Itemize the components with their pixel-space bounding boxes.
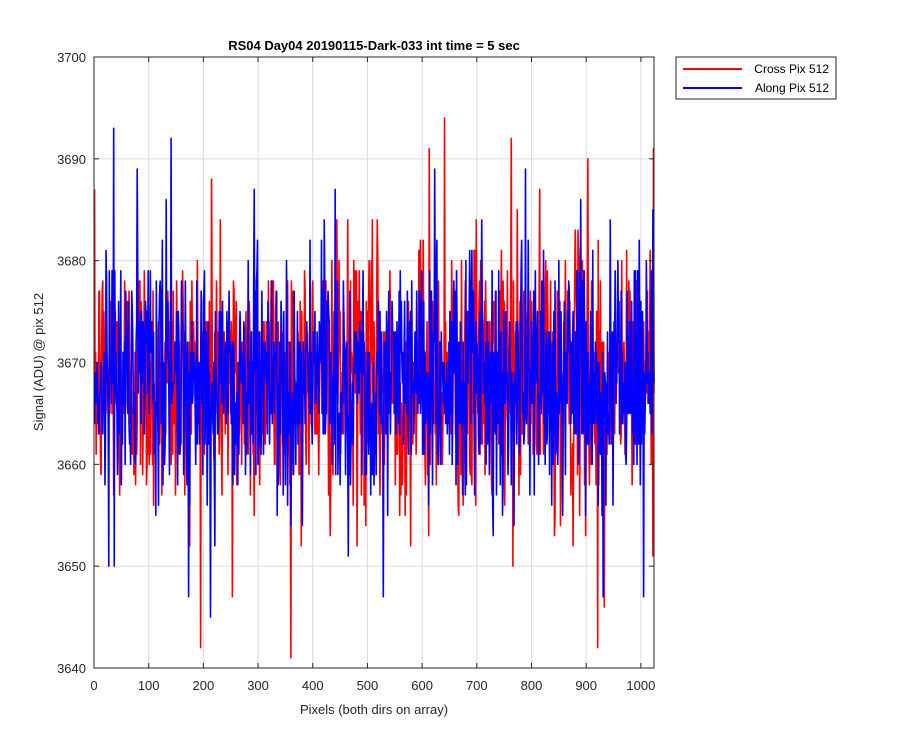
x-tick-label: 0 [90,678,97,693]
y-tick-label: 3700 [57,50,86,65]
y-tick-label: 3650 [57,559,86,574]
x-tick-label: 700 [466,678,488,693]
y-tick-label: 3670 [57,356,86,371]
x-tick-label: 500 [357,678,379,693]
x-tick-label: 1000 [626,678,655,693]
x-tick-label: 300 [247,678,269,693]
x-tick-labels: 0 100 200 300 400 500 600 700 800 900 1000 [90,678,655,693]
x-tick-label: 400 [302,678,324,693]
x-tick-label: 900 [575,678,597,693]
legend-label-cross-pix-512: Cross Pix 512 [754,62,829,76]
y-tick-label: 3640 [57,661,86,676]
x-tick-label: 600 [411,678,433,693]
y-tick-label: 3690 [57,152,86,167]
series-layer [93,117,655,659]
legend-label-along-pix-512: Along Pix 512 [755,81,829,95]
x-tick-label: 800 [521,678,543,693]
chart-title: RS04 Day04 20190115-Dark-033 int time = … [228,38,520,53]
x-axis-label: Pixels (both dirs on array) [300,702,448,717]
x-tick-label: 200 [193,678,215,693]
y-axis-label: Signal (ADU) @ pix 512 [31,293,46,431]
y-tick-label: 3660 [57,457,86,472]
series-line-along-pix-512 [93,127,655,618]
legend-box [675,56,837,100]
y-tick-labels: 3640 3650 3660 3670 3680 3690 3700 [57,50,86,676]
x-tick-label: 100 [138,678,160,693]
y-tick-label: 3680 [57,254,86,269]
axis-ticks [93,56,654,669]
legend: Cross Pix 512 Along Pix 512 [675,56,837,100]
